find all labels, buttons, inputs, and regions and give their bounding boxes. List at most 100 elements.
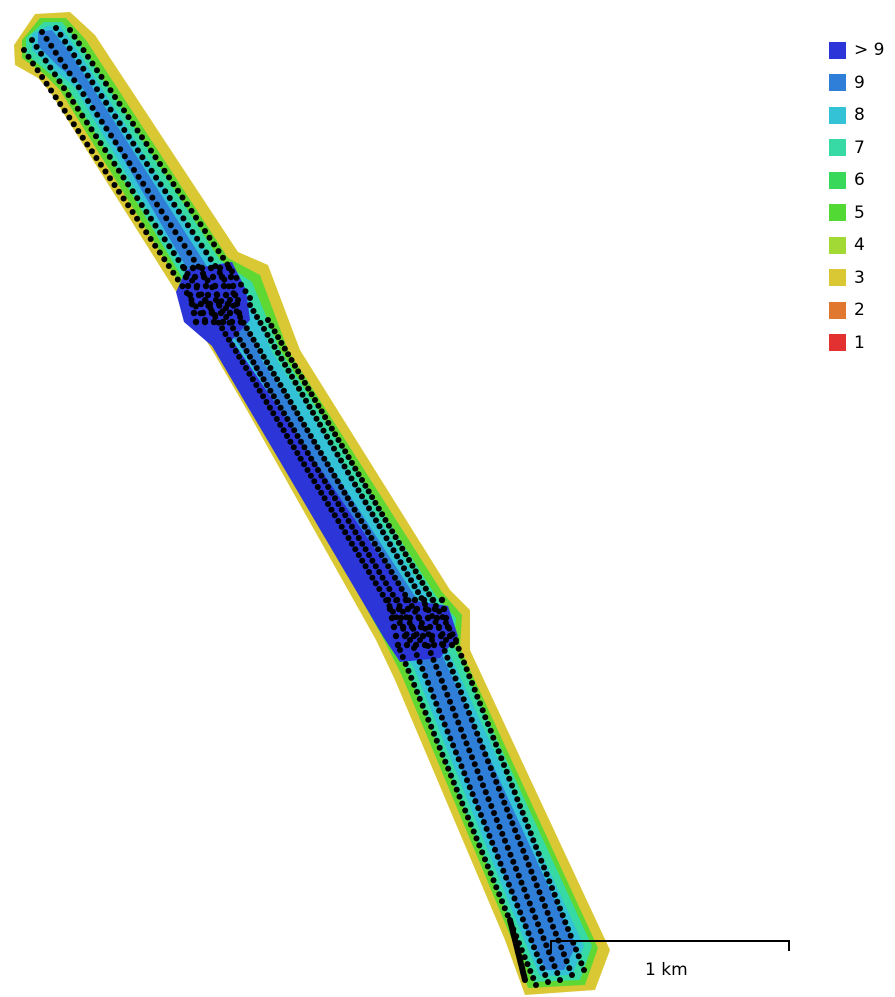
- camera-marker: [401, 632, 409, 640]
- camera-marker: [211, 282, 219, 290]
- camera-marker: [247, 331, 254, 337]
- camera-marker: [419, 579, 426, 586]
- camera-marker: [352, 529, 359, 536]
- camera-marker: [484, 863, 491, 870]
- camera-marker: [103, 99, 110, 106]
- camera-marker: [414, 688, 420, 695]
- camera-marker: [394, 553, 400, 560]
- camera-marker: [527, 830, 534, 837]
- camera-marker: [147, 215, 154, 222]
- camera-marker: [444, 623, 452, 631]
- camera-marker: [471, 686, 478, 693]
- camera-marker: [375, 546, 382, 553]
- camera-marker: [501, 799, 508, 806]
- camera-marker: [232, 348, 239, 354]
- camera-marker: [89, 60, 96, 67]
- camera-marker: [250, 359, 257, 366]
- camera-marker: [468, 716, 475, 723]
- camera-marker: [342, 529, 349, 536]
- camera-marker: [112, 139, 119, 146]
- camera-marker: [38, 50, 45, 57]
- camera-marker: [522, 923, 529, 930]
- legend-label: 2: [854, 300, 865, 321]
- camera-marker: [215, 248, 222, 255]
- camera-marker: [304, 427, 311, 434]
- camera-marker: [390, 547, 397, 554]
- camera-marker: [139, 134, 145, 141]
- camera-marker: [311, 438, 318, 445]
- camera-marker: [271, 343, 278, 350]
- camera-marker: [192, 318, 200, 326]
- camera-marker: [551, 891, 558, 898]
- camera-marker: [202, 297, 208, 303]
- camera-marker: [419, 632, 427, 640]
- camera-marker: [390, 623, 398, 631]
- camera-marker: [250, 308, 257, 314]
- camera-marker: [376, 586, 383, 592]
- camera-marker: [79, 112, 86, 119]
- camera-marker: [515, 872, 522, 879]
- camera-marker: [385, 563, 392, 570]
- camera-marker: [134, 147, 141, 154]
- camera-marker: [447, 735, 454, 742]
- camera-marker: [292, 379, 299, 386]
- camera-marker: [551, 963, 558, 970]
- camera-marker: [392, 574, 398, 581]
- camera-marker: [469, 680, 475, 686]
- camera-marker: [70, 98, 77, 105]
- camera-marker: [331, 445, 337, 452]
- camera-marker: [219, 318, 227, 326]
- camera-marker: [408, 577, 414, 584]
- camera-marker: [480, 782, 486, 789]
- camera-marker: [215, 300, 223, 308]
- camera-marker: [495, 748, 502, 755]
- camera-marker: [282, 361, 288, 368]
- camera-marker: [345, 454, 352, 461]
- camera-marker: [307, 433, 314, 439]
- camera-marker: [471, 761, 478, 768]
- coverage-band-9: [38, 30, 576, 970]
- camera-marker: [335, 501, 342, 507]
- camera-marker: [290, 444, 297, 451]
- camera-marker: [162, 188, 169, 195]
- camera-marker: [239, 359, 246, 366]
- camera-marker: [505, 881, 512, 888]
- camera-marker: [408, 674, 415, 681]
- camera-marker: [565, 926, 571, 932]
- camera-marker: [550, 923, 556, 930]
- camera-marker: [535, 850, 542, 857]
- camera-marker: [225, 336, 232, 343]
- camera-marker: [517, 841, 524, 847]
- camera-marker: [520, 847, 527, 854]
- camera-marker: [304, 467, 311, 473]
- camera-marker: [275, 334, 282, 341]
- camera-marker: [284, 433, 290, 439]
- camera-marker: [557, 977, 563, 983]
- camera-marker: [466, 673, 473, 680]
- camera-marker: [466, 710, 473, 716]
- camera-marker: [102, 147, 109, 153]
- camera-marker: [427, 650, 434, 656]
- camera-marker: [373, 517, 379, 524]
- camera-marker: [328, 467, 334, 473]
- camera-marker: [175, 187, 181, 194]
- camera-marker: [191, 273, 199, 281]
- camera-marker: [165, 263, 172, 269]
- camera-marker: [509, 820, 516, 827]
- camera-marker: [487, 870, 494, 877]
- camera-marker: [369, 574, 376, 581]
- camera-marker: [466, 784, 473, 791]
- camera-marker: [301, 461, 308, 468]
- camera-marker: [444, 728, 451, 735]
- camera-marker: [120, 195, 127, 202]
- camera-marker: [362, 563, 369, 570]
- camera-marker: [392, 632, 400, 640]
- camera-marker: [429, 596, 437, 604]
- camera-marker: [436, 744, 443, 751]
- camera-marker: [301, 444, 308, 451]
- camera-marker: [228, 318, 236, 326]
- camera-marker: [111, 182, 118, 188]
- camera-marker: [97, 161, 104, 168]
- camera-marker: [158, 208, 165, 215]
- camera-marker: [112, 113, 119, 120]
